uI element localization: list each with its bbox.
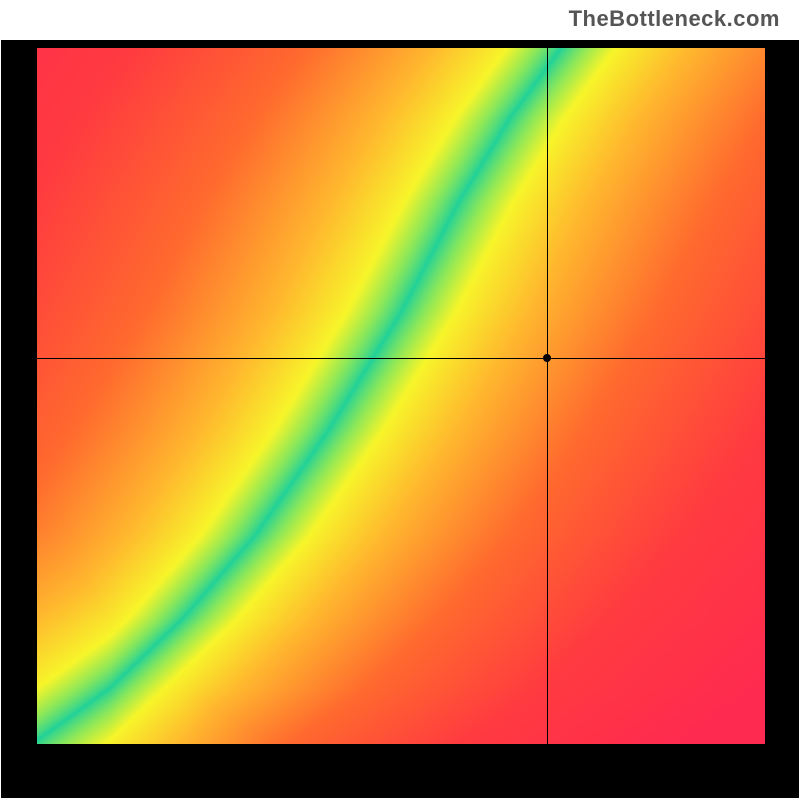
watermark-text: TheBottleneck.com [569,6,780,32]
crosshair-vertical [547,48,548,744]
crosshair-marker [543,354,551,362]
crosshair-horizontal [37,358,765,359]
chart-plot-area [37,48,765,744]
chart-outer-frame [1,40,799,798]
page-container: TheBottleneck.com [0,0,800,800]
heatmap-canvas [37,48,765,744]
